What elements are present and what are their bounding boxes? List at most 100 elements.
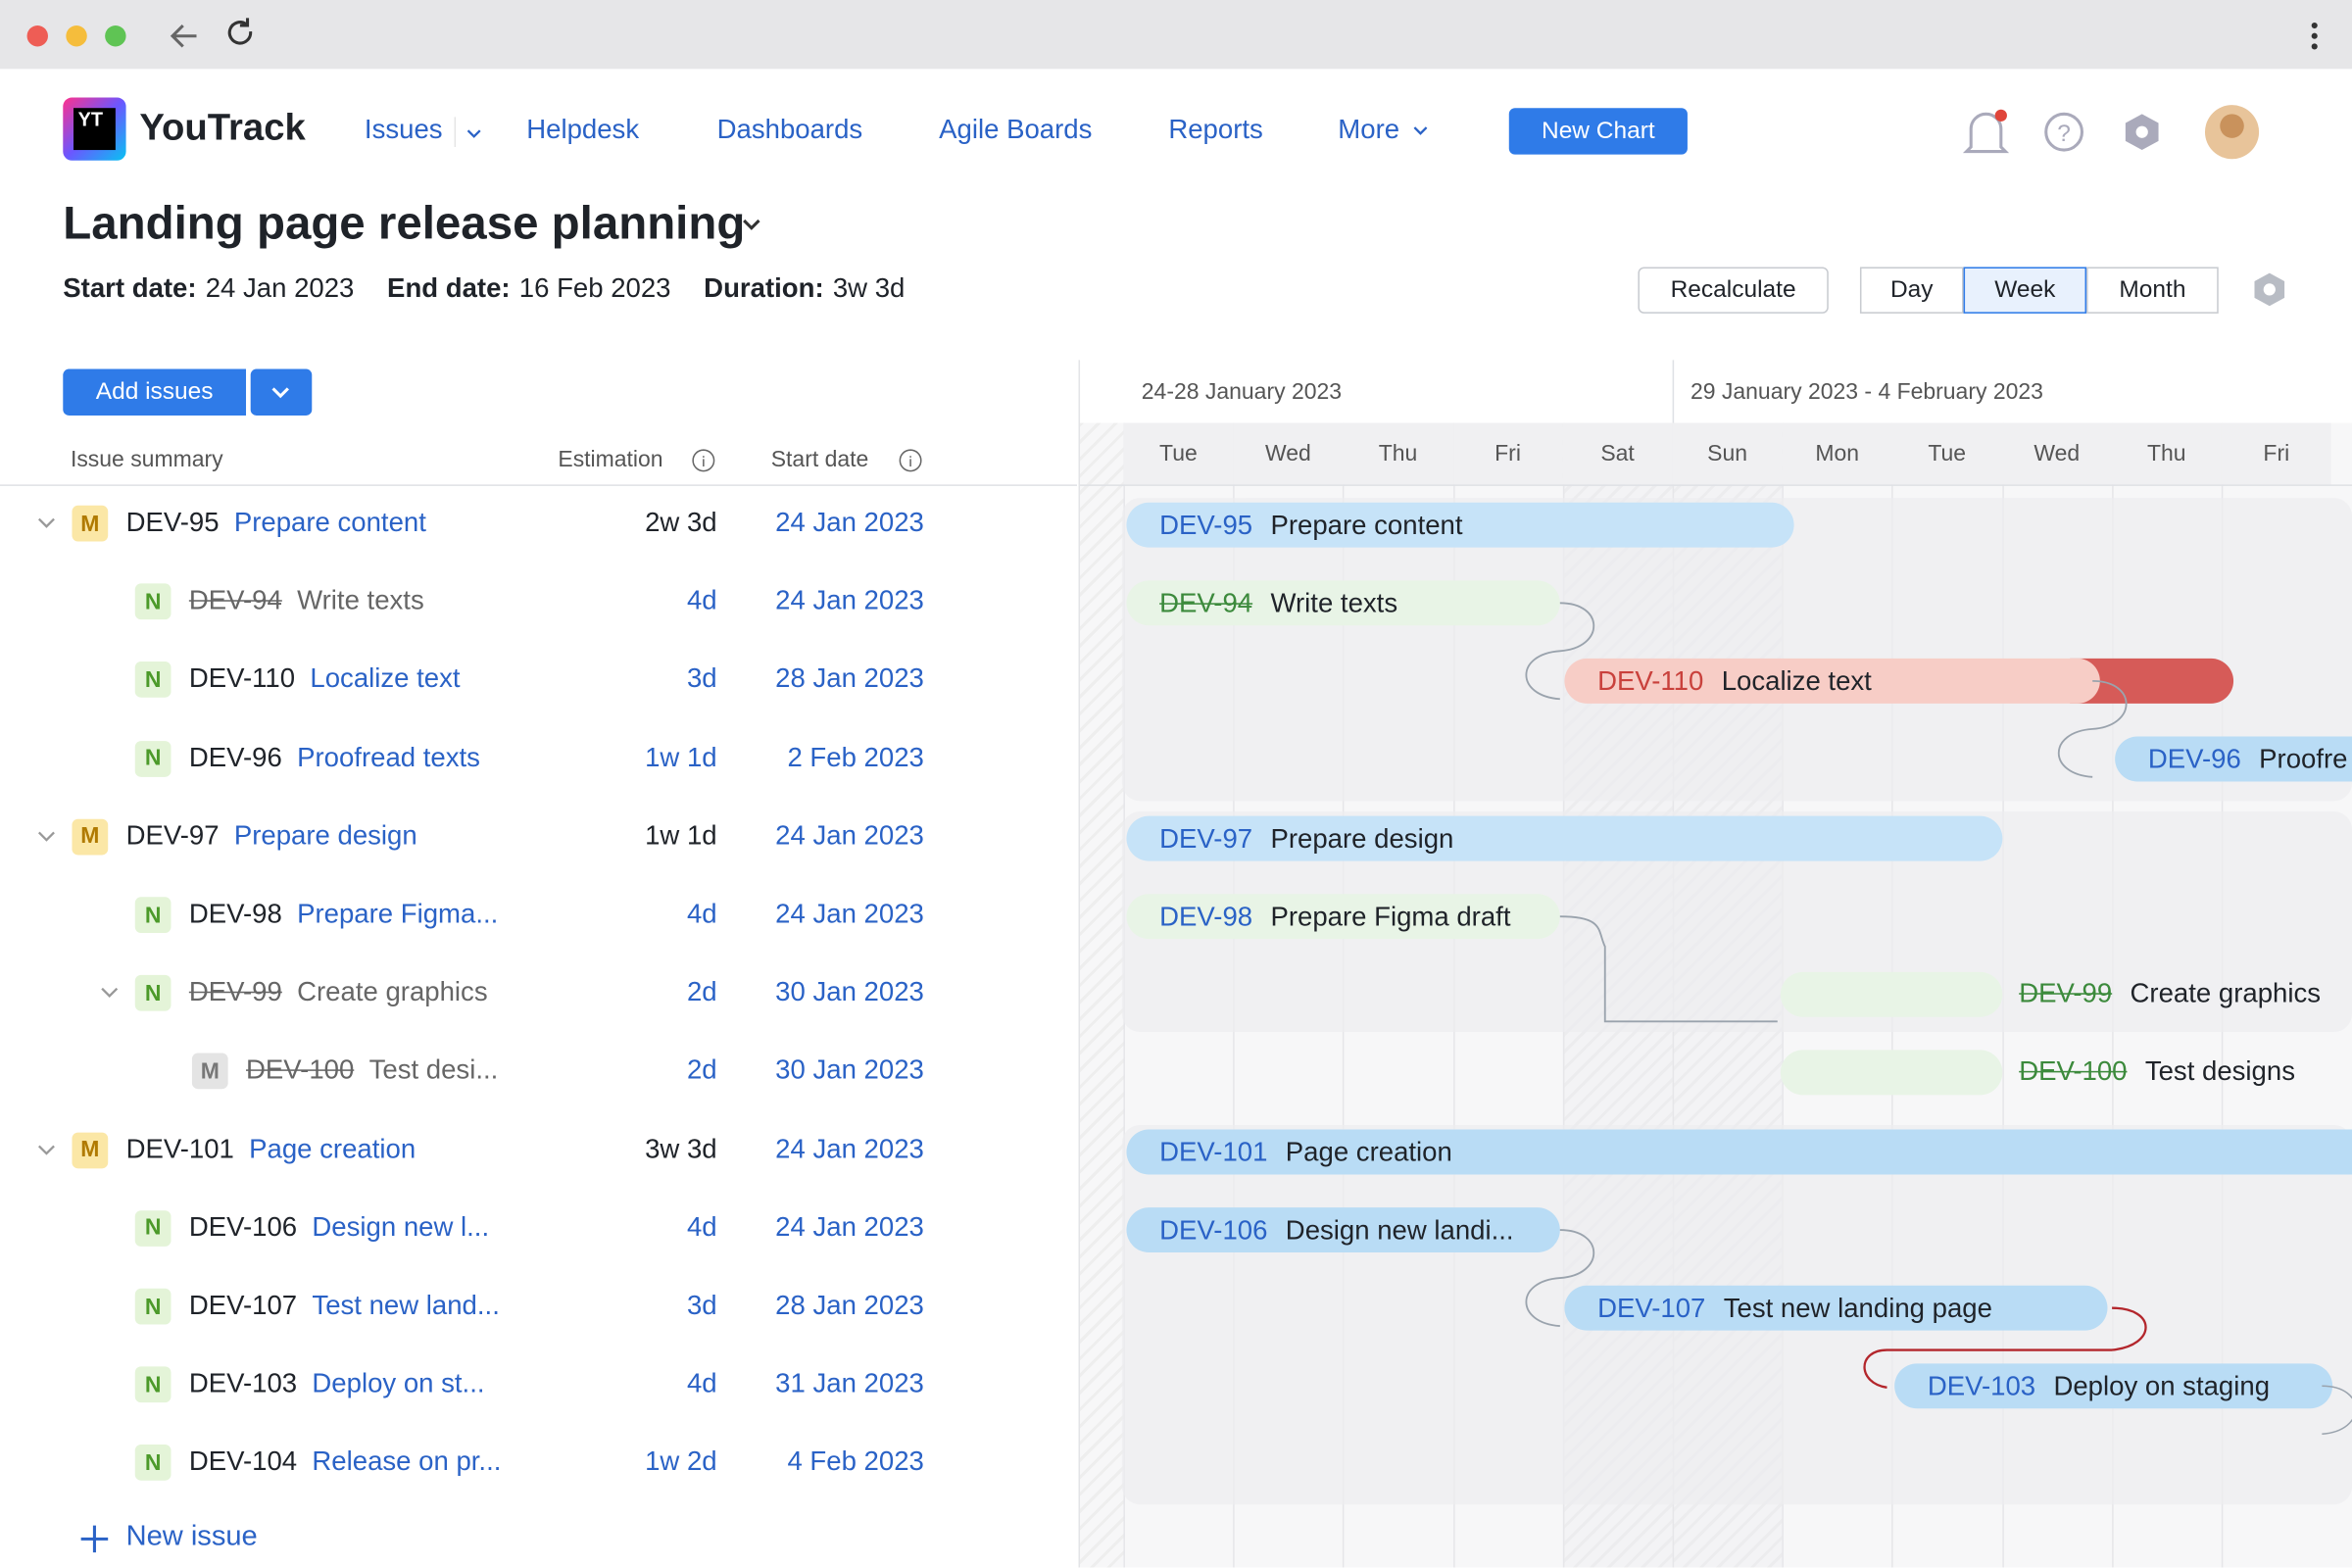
title-caret[interactable] [741,216,764,233]
start-date: 24 Jan 2023 [775,820,924,852]
issue-summary[interactable]: Design new l... [312,1211,489,1243]
plus-icon[interactable] [78,1523,112,1556]
start-date: 24 Jan 2023 [775,585,924,616]
issue-id[interactable]: DEV-99 [189,977,282,1008]
issue-id[interactable]: DEV-107 [189,1290,297,1321]
issue-summary[interactable]: Deploy on st... [312,1368,484,1399]
issue-id[interactable]: DEV-100 [246,1055,354,1087]
estimation: 2d [687,1055,717,1087]
issue-id[interactable]: DEV-110 [189,663,295,695]
issue-summary[interactable]: Prepare Figma... [297,899,498,930]
start-date: 24 Jan 2023 [775,899,924,930]
estimation: 4d [687,585,717,616]
issue-summary[interactable]: Write texts [297,585,424,616]
dependency-links [1080,360,2352,1567]
start-date: 28 Jan 2023 [775,663,924,695]
type-badge: N [135,740,172,776]
settings-icon[interactable] [2250,270,2289,310]
issue-summary[interactable]: Proofread texts [297,742,480,773]
expand-caret[interactable] [36,828,57,846]
issue-summary[interactable]: Create graphics [297,977,488,1008]
issue-summary[interactable]: Prepare design [234,820,417,852]
estimation: 2d [687,977,717,1008]
type-badge: M [72,506,108,542]
meta-value: 3w 3d [833,273,906,305]
start-date: 24 Jan 2023 [775,507,924,538]
recalculate-button[interactable]: Recalculate [1638,267,1828,313]
issue-summary[interactable]: Localize text [310,663,460,695]
nav-item[interactable]: More [1338,114,1399,145]
estimation: 1w 1d [645,742,717,773]
logo[interactable]: YT [63,97,125,160]
issue-id[interactable]: DEV-94 [189,585,282,616]
estimation: 4d [687,1368,717,1399]
info-icons [690,447,930,474]
type-badge: N [135,584,172,620]
divider [0,484,1077,486]
issue-id[interactable]: DEV-106 [189,1211,297,1243]
svg-text:?: ? [2057,121,2071,147]
type-badge: N [135,662,172,699]
page-title[interactable]: Landing page release planning [63,197,745,251]
issue-summary[interactable]: Prepare content [234,507,426,538]
nav-item[interactable]: Reports [1168,114,1262,145]
column-header: Estimation [558,447,662,472]
more-caret [1410,120,1431,140]
type-badge: N [135,1367,172,1403]
type-badge: N [135,1289,172,1325]
meta-label: Duration: [704,273,823,305]
issue-id[interactable]: DEV-98 [189,899,282,930]
gantt: 24-28 January 202329 January 2023 - 4 Fe… [1079,360,2352,1567]
type-badge: M [72,1132,108,1168]
issue-id[interactable]: DEV-96 [189,742,282,773]
nav-item[interactable]: Issues [365,114,443,145]
scale-button[interactable]: Day [1860,267,1964,313]
nav-item[interactable]: Dashboards [717,114,863,145]
type-badge: N [135,897,172,933]
estimation: 3w 3d [645,1134,717,1165]
type-badge: M [72,818,108,855]
issue-id[interactable]: DEV-103 [189,1368,297,1399]
add-issues-button[interactable]: Add issues [63,369,246,416]
start-date: 31 Jan 2023 [775,1368,924,1399]
start-date: 30 Jan 2023 [775,1055,924,1087]
new-chart-button[interactable]: New Chart [1509,108,1688,154]
issue-id[interactable]: DEV-101 [126,1134,234,1165]
estimation: 3d [687,1290,717,1321]
estimation: 4d [687,899,717,930]
nav-item[interactable]: Agile Boards [939,114,1092,145]
meta-label: End date: [387,273,511,305]
column-header: Issue summary [71,447,223,472]
issue-summary[interactable]: Release on pr... [312,1446,501,1478]
meta-value: 24 Jan 2023 [206,273,355,305]
issue-summary[interactable]: Test new land... [312,1290,499,1321]
start-date: 30 Jan 2023 [775,977,924,1008]
start-date: 28 Jan 2023 [775,1290,924,1321]
issue-id[interactable]: DEV-104 [189,1446,297,1478]
issue-id[interactable]: DEV-97 [126,820,220,852]
type-badge: N [135,1446,172,1482]
estimation: 3d [687,663,717,695]
expand-caret[interactable] [36,514,57,532]
nav-item[interactable]: Helpdesk [526,114,639,145]
meta-value: 16 Feb 2023 [519,273,671,305]
meta-label: Start date: [63,273,196,305]
issue-summary[interactable]: Test desi... [369,1055,499,1087]
estimation: 1w 2d [645,1446,717,1478]
start-date: 24 Jan 2023 [775,1134,924,1165]
issue-summary[interactable]: Page creation [249,1134,416,1165]
add-issues-dropdown[interactable] [251,369,313,416]
issue-id[interactable]: DEV-95 [126,507,220,538]
scale-button[interactable]: Month [2086,267,2219,313]
estimation: 4d [687,1211,717,1243]
brand: YouTrack [139,107,305,150]
expand-caret[interactable] [99,984,120,1002]
start-date: 2 Feb 2023 [787,742,923,773]
type-badge: N [135,1210,172,1247]
start-date: 24 Jan 2023 [775,1211,924,1243]
expand-caret[interactable] [36,1141,57,1158]
type-badge: N [135,975,172,1011]
new-issue[interactable]: New issue [126,1521,258,1554]
scale-button[interactable]: Week [1964,267,2087,313]
